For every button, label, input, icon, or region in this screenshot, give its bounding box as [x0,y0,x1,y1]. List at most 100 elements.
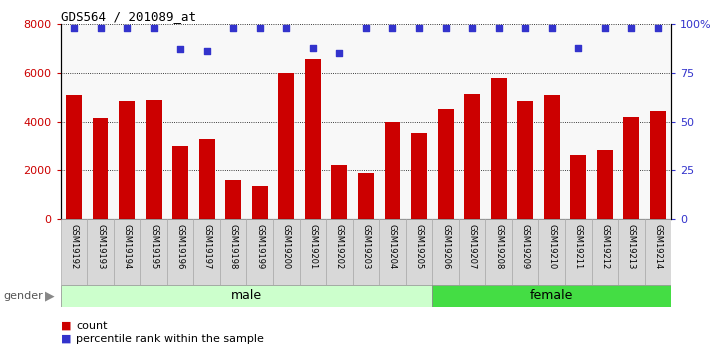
Text: gender: gender [4,291,44,301]
Bar [61,219,87,285]
Point [281,25,292,31]
Bar [379,219,406,285]
Text: count: count [76,321,108,331]
Text: GSM19204: GSM19204 [388,224,397,269]
Bar [432,219,459,285]
Text: GSM19200: GSM19200 [282,224,291,269]
Text: GSM19199: GSM19199 [256,224,264,269]
Text: GSM19207: GSM19207 [468,224,476,270]
Text: GSM19202: GSM19202 [335,224,344,269]
Bar [326,219,353,285]
Bar [93,118,109,219]
Bar [544,95,560,219]
Text: GSM19213: GSM19213 [627,224,636,270]
Bar [358,173,374,219]
Bar [252,186,268,219]
Bar [385,122,401,219]
Point [228,25,239,31]
Point [360,25,371,31]
Point [625,25,637,31]
Bar [87,219,114,285]
Bar [300,219,326,285]
Text: ■: ■ [61,334,71,344]
Text: male: male [231,289,262,302]
Point [413,25,425,31]
Bar [278,73,294,219]
Bar [119,101,135,219]
Point [201,49,212,54]
Text: GSM19203: GSM19203 [361,224,371,270]
Bar [650,111,666,219]
Bar [411,132,427,219]
Bar [623,117,639,219]
Bar [198,139,215,219]
Point [254,25,266,31]
Bar [591,219,618,285]
Point [466,25,478,31]
Point [573,45,584,50]
Text: GSM19201: GSM19201 [308,224,317,269]
Bar [538,219,565,285]
Text: GSM19210: GSM19210 [547,224,556,269]
Bar [512,219,538,285]
Text: GSM19195: GSM19195 [149,224,158,269]
Bar [645,219,671,285]
Bar [432,285,671,307]
Point [387,25,398,31]
Text: female: female [530,289,573,302]
Text: ▶: ▶ [45,289,54,302]
Text: GSM19198: GSM19198 [228,224,238,270]
Text: ■: ■ [61,321,71,331]
Point [148,25,159,31]
Point [121,25,133,31]
Point [652,25,663,31]
Text: GSM19214: GSM19214 [653,224,663,269]
Bar [459,219,486,285]
Text: GDS564 / 201089_at: GDS564 / 201089_at [61,10,196,23]
Bar [570,155,586,219]
Bar [66,95,82,219]
Bar [220,219,246,285]
Bar [353,219,379,285]
Text: GSM19206: GSM19206 [441,224,450,270]
Bar [61,285,432,307]
Bar [438,109,453,219]
Bar [167,219,193,285]
Point [440,25,451,31]
Point [69,25,80,31]
Bar [486,219,512,285]
Text: percentile rank within the sample: percentile rank within the sample [76,334,264,344]
Point [174,47,186,52]
Bar [565,219,591,285]
Bar [331,166,347,219]
Bar [193,219,220,285]
Bar [618,219,645,285]
Bar [172,146,188,219]
Point [599,25,610,31]
Bar [597,150,613,219]
Bar [464,93,480,219]
Text: GSM19192: GSM19192 [69,224,79,269]
Text: GSM19205: GSM19205 [415,224,423,269]
Bar [141,219,167,285]
Bar [491,78,507,219]
Text: GSM19194: GSM19194 [123,224,131,269]
Text: GSM19193: GSM19193 [96,224,105,270]
Text: GSM19209: GSM19209 [521,224,530,269]
Bar [406,219,432,285]
Bar [273,219,300,285]
Text: GSM19208: GSM19208 [494,224,503,270]
Bar [517,101,533,219]
Text: GSM19197: GSM19197 [202,224,211,270]
Point [333,51,345,56]
Bar [225,180,241,219]
Text: GSM19196: GSM19196 [176,224,185,270]
Bar [146,100,161,219]
Point [546,25,558,31]
Bar [305,59,321,219]
Text: GSM19211: GSM19211 [574,224,583,269]
Point [493,25,504,31]
Bar [114,219,141,285]
Point [307,45,318,50]
Text: GSM19212: GSM19212 [600,224,609,269]
